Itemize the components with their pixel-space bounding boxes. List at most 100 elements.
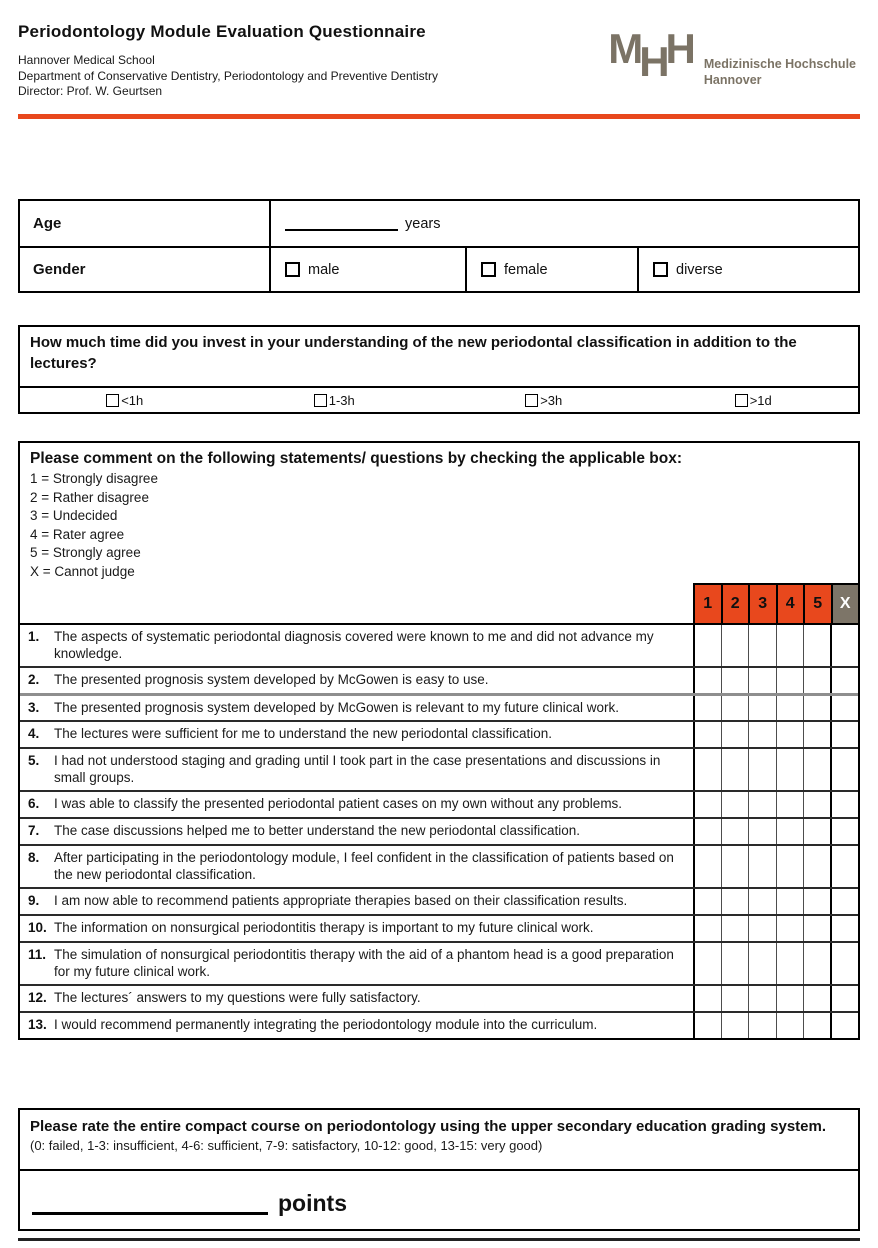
rating-checkbox-cell[interactable] <box>693 749 722 790</box>
rating-checkbox-cell[interactable] <box>802 916 830 941</box>
rating-checkbox-cell[interactable] <box>693 943 722 984</box>
rating-checkbox-cell[interactable] <box>829 819 859 844</box>
rating-checkbox-cell[interactable] <box>829 625 859 666</box>
page-title: Periodontology Module Evaluation Questio… <box>18 22 426 41</box>
rating-checkbox-cell[interactable] <box>693 792 722 817</box>
rating-checkbox-cell[interactable] <box>829 792 859 817</box>
time-gt1d-checkbox[interactable] <box>734 393 748 407</box>
rating-checkbox-cell[interactable] <box>721 889 749 914</box>
rating-checkbox-cell[interactable] <box>721 943 749 984</box>
rating-checkbox-cell[interactable] <box>721 916 749 941</box>
rating-checkbox-cell[interactable] <box>748 668 776 693</box>
rating-checkbox-cell[interactable] <box>721 668 749 693</box>
time-option-1-3h[interactable]: 1-3h <box>230 388 440 412</box>
rating-checkbox-cell[interactable] <box>802 668 830 693</box>
rating-checkbox-cell[interactable] <box>829 722 859 747</box>
rating-checkbox-cell[interactable] <box>775 625 803 666</box>
rating-checkbox-cell[interactable] <box>721 625 749 666</box>
rating-checkbox-cell[interactable] <box>693 986 722 1011</box>
points-input-line[interactable] <box>32 1195 268 1215</box>
rating-checkbox-cell[interactable] <box>748 889 776 914</box>
rating-checkbox-cell[interactable] <box>748 819 776 844</box>
male-checkbox[interactable] <box>285 262 300 277</box>
rating-checkbox-cell[interactable] <box>775 668 803 693</box>
rating-checkbox-cell[interactable] <box>829 916 859 941</box>
rating-checkbox-cell[interactable] <box>748 943 776 984</box>
rating-checkbox-cell[interactable] <box>748 916 776 941</box>
rating-checkbox-cell[interactable] <box>748 846 776 887</box>
rating-checkbox-cell[interactable] <box>775 943 803 984</box>
rating-checkbox-cell[interactable] <box>775 916 803 941</box>
time-option-gt1d[interactable]: >1d <box>649 388 859 412</box>
rating-checkbox-cell[interactable] <box>829 749 859 790</box>
rating-checkbox-cell[interactable] <box>693 722 722 747</box>
rating-checkbox-cell[interactable] <box>802 819 830 844</box>
rating-checkbox-cell[interactable] <box>775 749 803 790</box>
time-1-3h-checkbox[interactable] <box>313 393 327 407</box>
rating-checkbox-cell[interactable] <box>802 749 830 790</box>
diverse-checkbox[interactable] <box>653 262 668 277</box>
rating-checkbox-cell[interactable] <box>775 819 803 844</box>
time-option-gt3h[interactable]: >3h <box>439 388 649 412</box>
time-option-lt1h[interactable]: <1h <box>20 388 230 412</box>
rating-checkbox-cell[interactable] <box>748 986 776 1011</box>
rating-checkbox-cell[interactable] <box>721 792 749 817</box>
rating-checkbox-cell[interactable] <box>721 846 749 887</box>
rating-checkbox-cell[interactable] <box>748 792 776 817</box>
rating-checkbox-cell[interactable] <box>775 696 803 720</box>
rating-checkbox-cell[interactable] <box>829 943 859 984</box>
rating-checkbox-cell[interactable] <box>748 722 776 747</box>
rating-checkbox-cell[interactable] <box>829 668 859 693</box>
rating-checkbox-cell[interactable] <box>775 1013 803 1038</box>
time-gt3h-checkbox[interactable] <box>525 393 539 407</box>
rating-checkbox-cell[interactable] <box>802 889 830 914</box>
rating-checkbox-cell[interactable] <box>693 1013 722 1038</box>
rating-checkbox-cell[interactable] <box>748 625 776 666</box>
time-question-text: How much time did you invest in your und… <box>30 334 797 372</box>
rating-checkbox-cell[interactable] <box>721 819 749 844</box>
rating-checkbox-cell[interactable] <box>802 943 830 984</box>
statement-text: The lectures were sufficient for me to u… <box>54 726 553 741</box>
rating-checkbox-cell[interactable] <box>721 722 749 747</box>
rating-checkbox-cell[interactable] <box>829 846 859 887</box>
rating-checkbox-cell[interactable] <box>721 1013 749 1038</box>
rating-checkbox-cell[interactable] <box>775 846 803 887</box>
rating-checkbox-cell[interactable] <box>693 819 722 844</box>
rating-checkbox-cell[interactable] <box>802 846 830 887</box>
rating-checkbox-cell[interactable] <box>802 792 830 817</box>
rating-checkbox-cell[interactable] <box>693 916 722 941</box>
rating-checkbox-cell[interactable] <box>829 986 859 1011</box>
gender-option-female[interactable]: female <box>467 248 639 291</box>
time-lt1h-checkbox[interactable] <box>106 393 120 407</box>
statement-number: 3. <box>28 700 40 715</box>
rating-checkbox-cell[interactable] <box>693 889 722 914</box>
rating-checkbox-cell[interactable] <box>693 696 722 720</box>
rating-checkbox-cell[interactable] <box>802 986 830 1011</box>
gender-option-diverse[interactable]: diverse <box>639 248 858 291</box>
age-input-line[interactable] <box>285 217 398 231</box>
rating-checkbox-cell[interactable] <box>748 749 776 790</box>
rating-checkbox-cell[interactable] <box>802 696 830 720</box>
rating-checkbox-cell[interactable] <box>693 846 722 887</box>
rating-checkbox-cell[interactable] <box>775 722 803 747</box>
rating-checkbox-cell[interactable] <box>829 889 859 914</box>
female-checkbox[interactable] <box>481 262 496 277</box>
male-label: male <box>308 261 340 278</box>
rating-checkbox-cell[interactable] <box>721 696 749 720</box>
rating-checkbox-cell[interactable] <box>693 625 722 666</box>
rating-checkbox-cell[interactable] <box>775 792 803 817</box>
rating-checkbox-cell[interactable] <box>693 668 722 693</box>
gender-option-male[interactable]: male <box>271 248 467 291</box>
rating-checkbox-cell[interactable] <box>802 722 830 747</box>
rating-checkbox-cell[interactable] <box>748 696 776 720</box>
rating-checkbox-cell[interactable] <box>775 889 803 914</box>
rating-checkbox-cell[interactable] <box>829 696 859 720</box>
rating-checkbox-cell[interactable] <box>748 1013 776 1038</box>
rating-checkbox-cell[interactable] <box>775 986 803 1011</box>
rating-checkbox-cell[interactable] <box>802 625 830 666</box>
legend-item-4: 4 = Rater agree <box>30 526 125 542</box>
rating-checkbox-cell[interactable] <box>721 986 749 1011</box>
rating-checkbox-cell[interactable] <box>829 1013 859 1038</box>
rating-checkbox-cell[interactable] <box>721 749 749 790</box>
rating-checkbox-cell[interactable] <box>802 1013 830 1038</box>
